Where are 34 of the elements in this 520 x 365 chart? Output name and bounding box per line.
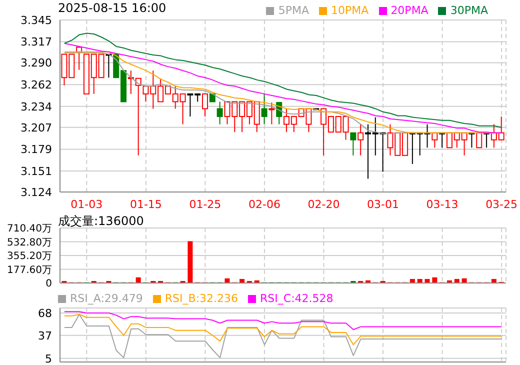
- y-tick-label: 3.262: [20, 78, 52, 92]
- y-tick-label: 177.60万: [7, 264, 52, 276]
- y-tick-label: 3.234: [20, 100, 52, 114]
- legend-label: RSI_A:29.479: [70, 292, 143, 305]
- y-tick-label: 0: [46, 278, 52, 290]
- legend-label: 20PMA: [390, 4, 428, 17]
- chart-title: 2025-08-15 16:00: [58, 1, 166, 15]
- legend-label: 10PMA: [331, 4, 369, 17]
- x-tick-label: 03-13: [426, 198, 458, 211]
- y-tick-label: 532.80万: [7, 237, 52, 248]
- y-tick-label: 3.317: [20, 36, 52, 49]
- x-tick-label: 03-25: [486, 198, 518, 211]
- y-tick-label: 3.345: [20, 14, 52, 27]
- y-tick-label: 68: [38, 306, 52, 320]
- x-tick-label: 02-20: [308, 198, 340, 211]
- y-tick-label: 3.290: [20, 56, 52, 70]
- legend-label: RSI_C:42.528: [260, 292, 334, 305]
- y-tick-label: 5: [45, 352, 52, 365]
- legend-label: 5PMA: [278, 4, 310, 17]
- y-tick-label: 3.207: [20, 121, 52, 134]
- x-tick-label: 01-25: [189, 198, 222, 211]
- x-tick-label: 03-01: [367, 198, 399, 211]
- y-tick-label: 355.20万: [7, 251, 52, 262]
- y-tick-label: 3.179: [20, 143, 52, 156]
- legend-label: RSI_B:32.236: [164, 292, 238, 305]
- x-tick-label: 01-15: [130, 198, 162, 211]
- chart-title: 成交量:136000: [58, 213, 144, 230]
- y-tick-label: 3.124: [20, 186, 52, 199]
- legend-label: 30PMA: [450, 4, 488, 17]
- y-tick-label: 710.40万: [7, 224, 52, 235]
- y-tick-label: 3.151: [20, 164, 52, 178]
- x-tick-label: 02-06: [248, 198, 280, 211]
- x-tick-label: 01-03: [70, 198, 103, 211]
- y-tick-label: 37: [38, 329, 52, 342]
